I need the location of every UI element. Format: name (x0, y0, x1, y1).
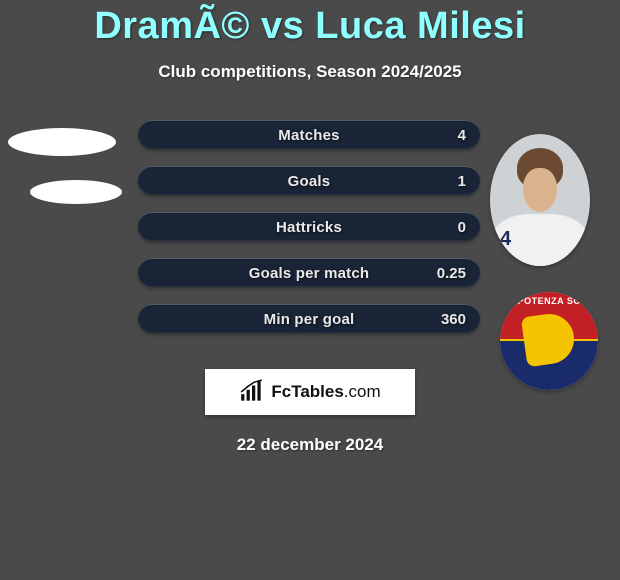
bar-chart-icon (239, 379, 265, 405)
brand-name: FcTables (271, 382, 343, 401)
stat-row: Min per goal 360 (138, 304, 480, 333)
page-title: DramÃ© vs Luca Milesi (0, 0, 620, 48)
stat-value: 4 (458, 121, 466, 149)
stat-row: Goals per match 0.25 (138, 258, 480, 287)
avatar-placeholder-icon (8, 128, 116, 156)
brand-text: FcTables.com (271, 382, 380, 402)
stat-label: Min per goal (138, 305, 480, 333)
stat-row: Matches 4 (138, 120, 480, 149)
stat-value: 0 (458, 213, 466, 241)
stat-label: Matches (138, 121, 480, 149)
badge-text: POTENZA SC (500, 296, 598, 306)
stat-value: 1 (458, 167, 466, 195)
avatar-placeholder-icon (30, 180, 122, 204)
brand-link[interactable]: FcTables.com (205, 369, 415, 415)
subtitle: Club competitions, Season 2024/2025 (0, 62, 620, 82)
right-player-avatar: 4 (490, 134, 590, 266)
stat-label: Goals per match (138, 259, 480, 287)
stats-bars: Matches 4 Goals 1 Hattricks 0 Goals per … (138, 120, 480, 333)
stat-row: Goals 1 (138, 166, 480, 195)
stat-row: Hattricks 0 (138, 212, 480, 241)
comparison-panel: 4 POTENZA SC Matches 4 Goals 1 Hattricks… (0, 120, 620, 333)
stat-label: Goals (138, 167, 480, 195)
stat-label: Hattricks (138, 213, 480, 241)
stat-value: 360 (441, 305, 466, 333)
right-club-badge: POTENZA SC (500, 292, 598, 390)
date-label: 22 december 2024 (0, 435, 620, 455)
shirt-number: 4 (500, 228, 511, 251)
brand-suffix: .com (344, 382, 381, 401)
stat-value: 0.25 (437, 259, 466, 287)
